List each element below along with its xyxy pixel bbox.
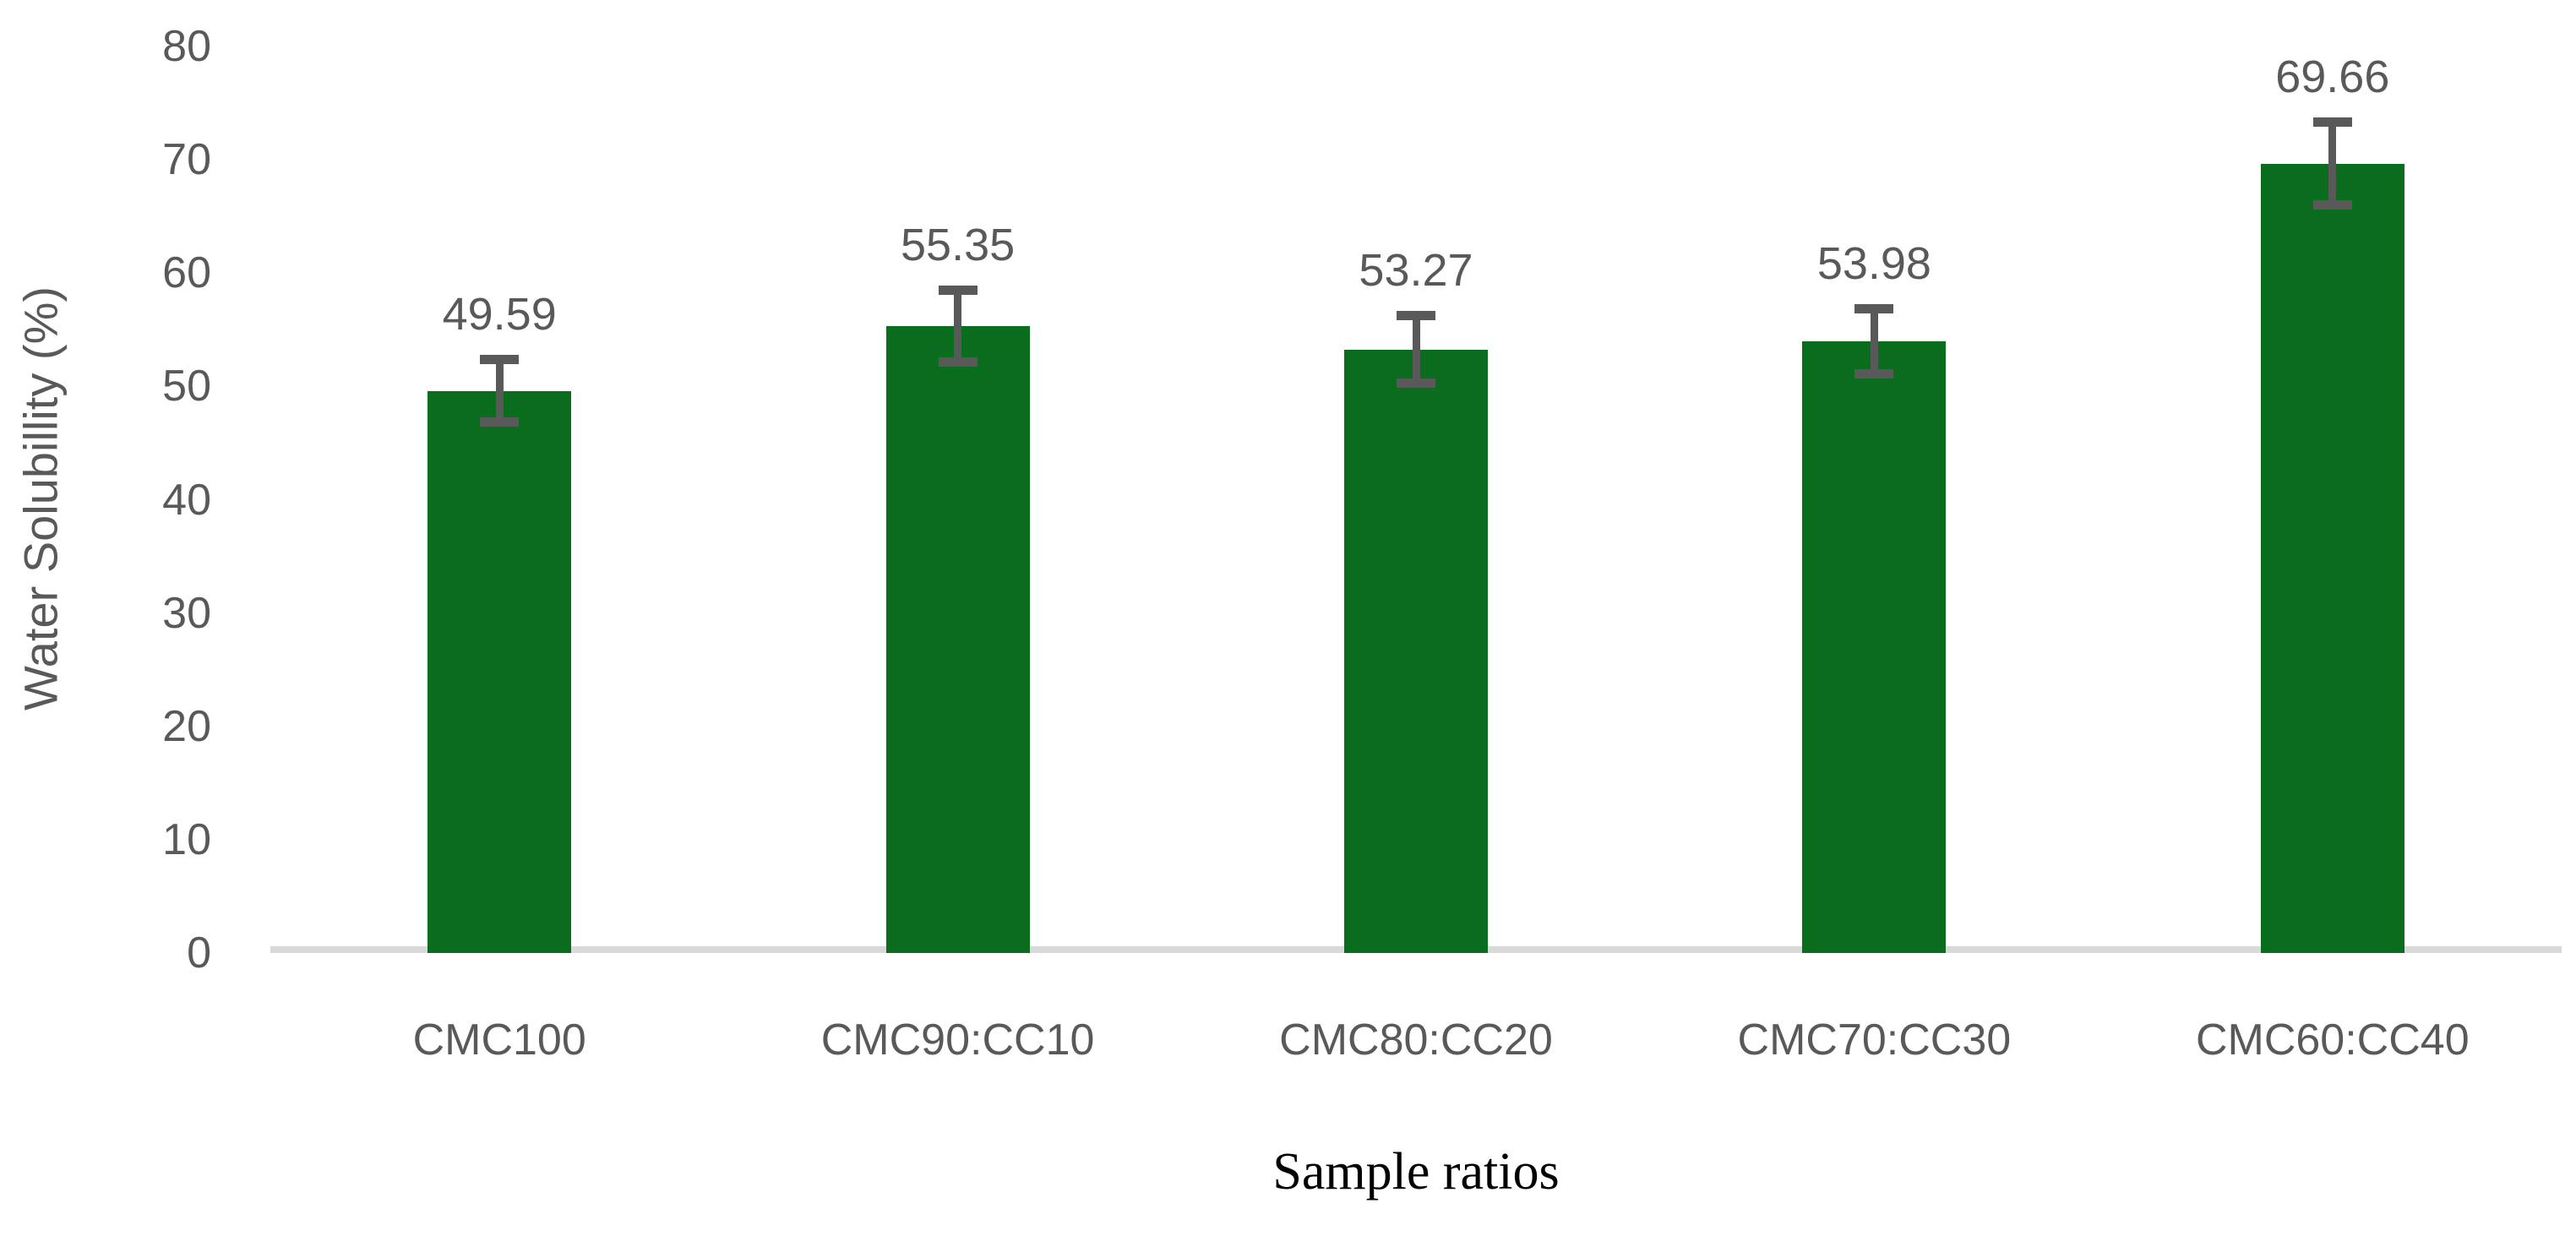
bar-CMC80:CC20 [1344,349,1488,953]
y-tick-label: 70 [162,135,211,185]
error-bar-cap-top [1397,311,1435,321]
error-bar-cap-bottom [1854,368,1894,378]
error-bar-cap-top [1854,304,1894,314]
bar-value-label: 69.66 [2275,52,2390,103]
error-bar-line [1412,319,1420,380]
y-tick-label: 30 [162,588,211,638]
y-tick-label: 10 [162,814,211,864]
error-bar-line [495,362,504,420]
bar-value-label: 49.59 [442,289,557,340]
y-tick-label: 60 [162,248,211,298]
bar-CMC90:CC10 [885,325,1030,953]
y-tick-label: 50 [162,362,211,411]
x-category-label: CMC90:CC10 [820,1016,1095,1065]
y-tick-label: 20 [162,701,211,751]
error-bar-cap-bottom [1397,378,1435,388]
error-bar-cap-top [2312,117,2352,128]
x-axis-title: Sample ratios [1272,1143,1560,1201]
x-category-label: CMC70:CC30 [1737,1016,2012,1065]
x-category-label: CMC80:CC20 [1279,1016,1553,1065]
error-bar-line [954,292,962,359]
bar-CMC70:CC30 [1802,340,1947,953]
bar-value-label: 53.27 [1359,245,1473,297]
x-category-label: CMC60:CC40 [2195,1016,2470,1065]
error-bar-cap-bottom [2312,200,2352,210]
error-bar-cap-top [480,355,520,365]
error-bar-cap-bottom [480,417,520,427]
bar-CMC100 [428,390,572,953]
x-category-label: CMC100 [412,1016,586,1065]
error-bar-line [2328,125,2337,203]
y-tick-label: 0 [187,928,211,977]
y-tick-label: 40 [162,475,211,525]
bar-value-label: 53.98 [1816,238,1931,290]
error-bar-line [1870,312,1878,371]
error-bar-cap-bottom [938,357,978,367]
error-bar-cap-top [938,285,978,295]
bar-value-label: 55.35 [901,219,1016,270]
y-axis-title: Water Solubillity (%) [14,286,68,711]
bar-CMC60:CC40 [2260,163,2404,953]
y-tick-label: 80 [162,22,211,71]
